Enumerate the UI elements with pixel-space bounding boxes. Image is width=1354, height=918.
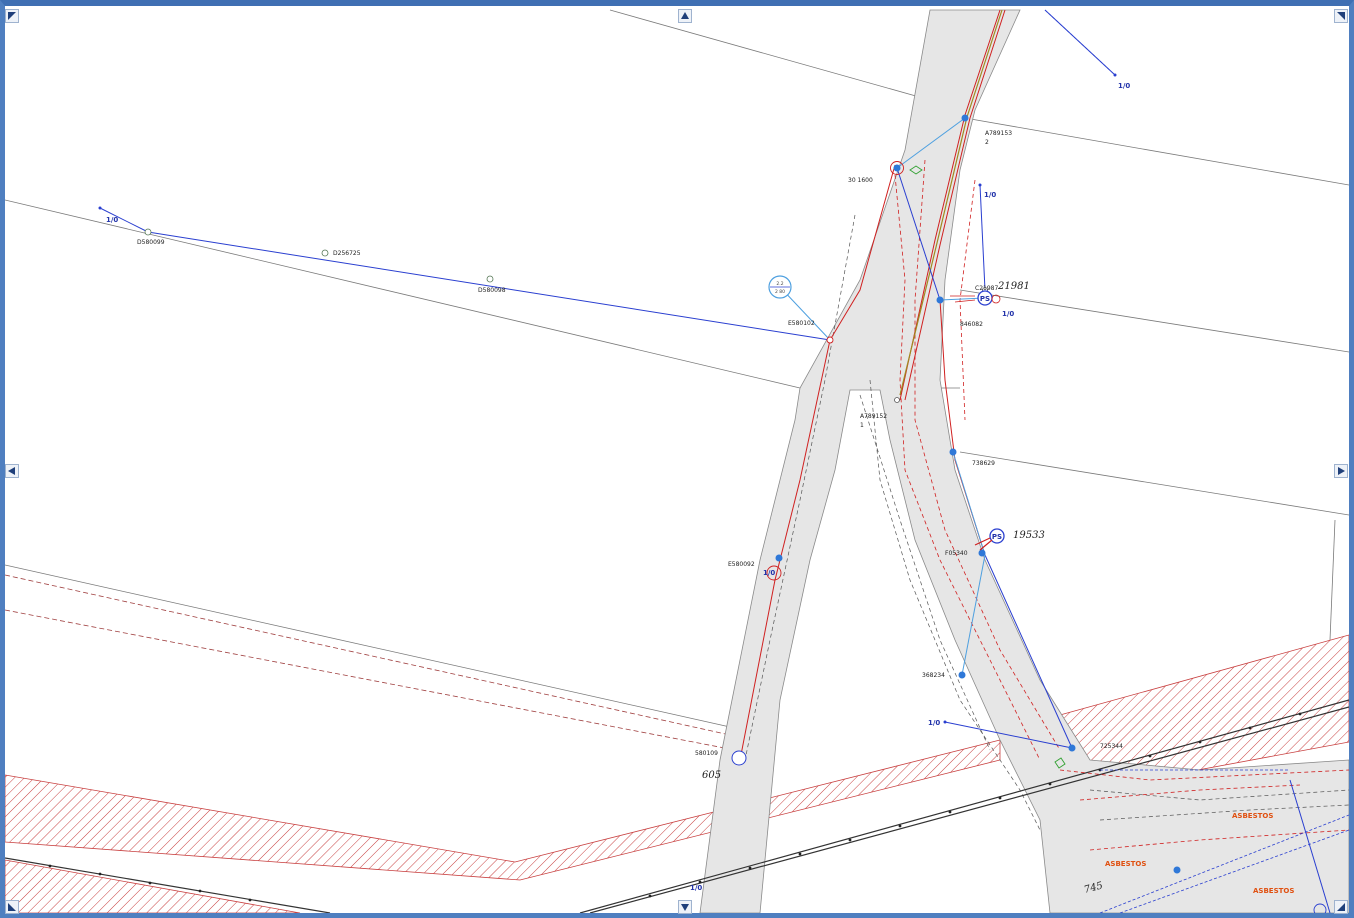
label-738629: 738629 <box>972 460 995 467</box>
label-21981: 21981 <box>997 281 1030 292</box>
dashed-boundaries <box>5 574 736 751</box>
transformer-bottom-label: 2 80 <box>775 289 785 295</box>
pan-down-left-button[interactable] <box>5 900 19 914</box>
node-end-5 <box>1313 903 1327 913</box>
label-580109: 580109 <box>695 750 718 757</box>
node-end-4 <box>943 720 947 724</box>
label-a789153-sub: 2 <box>985 139 989 146</box>
ps-2-label: PS <box>992 533 1002 541</box>
triangle-left-icon <box>8 467 15 475</box>
label-19533: 19533 <box>1013 530 1045 541</box>
label-846082: 846082 <box>960 321 983 328</box>
label-e580102: E580102 <box>788 320 815 327</box>
green-symbol-1 <box>909 165 923 175</box>
label-1-0-e: 1/0 <box>763 569 775 577</box>
roads <box>699 9 1349 913</box>
red-power-lines <box>739 9 1006 761</box>
mv-dashed-lines <box>1044 9 1349 913</box>
transformer-top-label: 2.2 <box>776 281 783 287</box>
label-1-0-a: 1/0 <box>106 216 118 224</box>
label-f05340: F05340 <box>945 550 968 557</box>
node-580109[interactable] <box>731 750 747 766</box>
ps-1-label: PS <box>980 295 990 303</box>
triangle-down-icon <box>681 904 689 911</box>
ps-substation-1[interactable]: PS <box>950 290 1001 306</box>
label-368234: 368234 <box>922 672 945 679</box>
label-d580098: D580098 <box>478 287 506 294</box>
corner-arrow-bl-icon <box>8 903 16 911</box>
hatched-zone-left <box>5 739 1001 881</box>
label-d580099: D580099 <box>137 239 165 246</box>
label-c21987: C21987 <box>975 285 998 292</box>
label-a789153: A789153 <box>985 130 1012 137</box>
node-846082[interactable] <box>936 296 944 304</box>
corner-arrow-tl-icon <box>8 12 16 20</box>
triangle-up-icon <box>681 12 689 19</box>
label-1-0-g: 1/0 <box>690 884 702 892</box>
node-d256725[interactable] <box>321 249 329 257</box>
label-a789152: A789152 <box>860 413 887 420</box>
lv-network-lines <box>779 117 986 676</box>
pan-right-button[interactable] <box>1334 464 1348 478</box>
node-e580092[interactable] <box>775 554 783 562</box>
label-a789152-sub: 1 <box>860 422 864 429</box>
label-1-0-c: 1/0 <box>984 191 996 199</box>
node-301600[interactable] <box>893 164 901 172</box>
pan-up-left-button[interactable] <box>5 9 19 23</box>
label-d256725: D256725 <box>333 250 361 257</box>
label-1-0-f: 1/0 <box>928 719 940 727</box>
label-asbestos-3: ASBESTOS <box>1253 887 1294 895</box>
green-symbol-2 <box>1054 757 1066 769</box>
hatched-zone-lower-left <box>5 859 301 913</box>
ps-substation-2[interactable]: PS <box>974 528 1005 551</box>
node-end-1 <box>98 206 102 210</box>
railway-ties <box>48 712 1302 902</box>
olive-line <box>899 9 1003 396</box>
node-end-3 <box>978 183 982 187</box>
node-301600-ring <box>890 161 904 175</box>
label-asbestos-1: ASBESTOS <box>1232 812 1273 820</box>
triangle-right-icon <box>1338 467 1345 475</box>
pan-left-button[interactable] <box>5 464 19 478</box>
label-1-0-d: 1/0 <box>1002 310 1014 318</box>
node-f05340[interactable] <box>978 549 986 557</box>
pan-down-right-button[interactable] <box>1334 900 1348 914</box>
label-605: 605 <box>702 770 721 781</box>
node-e580092-ring <box>766 565 782 581</box>
node-738629[interactable] <box>949 448 957 456</box>
network-nodes[interactable] <box>98 73 1327 917</box>
corner-arrow-tr-icon <box>1337 12 1345 20</box>
node-725344[interactable] <box>1068 744 1076 752</box>
label-301600: 30 1600 <box>848 177 873 184</box>
railway <box>5 699 1349 913</box>
transformer-symbol[interactable]: 2.2 2 80 <box>768 275 792 299</box>
corner-arrow-br-icon <box>1337 903 1345 911</box>
label-asbestos-2: ASBESTOS <box>1105 860 1146 868</box>
map-labels: D580099 D256725 D580098 E580102 A789153 … <box>106 82 1294 896</box>
label-725344: 725344 <box>1100 743 1123 750</box>
node-368234[interactable] <box>958 671 966 679</box>
node-end-2 <box>1113 73 1117 77</box>
node-d580098[interactable] <box>486 275 494 283</box>
pan-up-right-button[interactable] <box>1334 9 1348 23</box>
label-1-0-b: 1/0 <box>1118 82 1130 90</box>
node-e580102[interactable] <box>826 336 834 344</box>
parcel-boundaries <box>5 9 1349 728</box>
pan-down-button[interactable] <box>678 900 692 914</box>
node-d580099[interactable] <box>144 228 152 236</box>
red-dashed-lines <box>894 159 1349 851</box>
node-a789153[interactable] <box>961 114 969 122</box>
node-a789152[interactable] <box>894 397 900 403</box>
node-bottom-right[interactable] <box>1173 866 1181 874</box>
road-dashed-lines <box>744 214 1349 831</box>
pan-up-button[interactable] <box>678 9 692 23</box>
label-745: 745 <box>1083 880 1104 896</box>
label-e580092: E580092 <box>728 561 755 568</box>
